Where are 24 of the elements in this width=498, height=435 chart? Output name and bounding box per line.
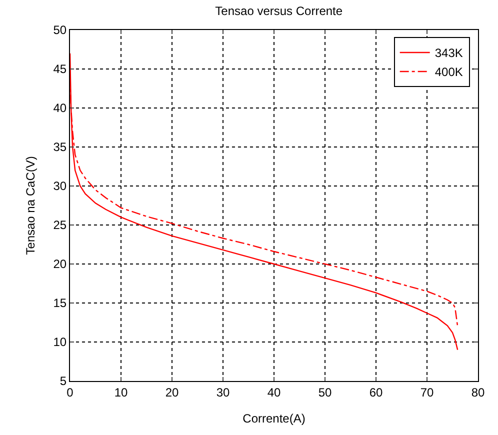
y-tick-label: 5 (60, 374, 67, 388)
y-tick-label: 10 (53, 335, 67, 350)
y-tick-label: 35 (53, 140, 67, 154)
y-tick-label: 30 (53, 179, 67, 194)
y-tick-label: 40 (53, 101, 67, 116)
y-axis-title: Tensao na CaC(V) (24, 156, 38, 255)
legend-label: 343K (434, 46, 463, 60)
x-tick-label: 20 (165, 385, 179, 400)
chart-title: Tensao versus Corrente (215, 4, 343, 18)
y-tick-label: 15 (53, 296, 67, 310)
x-tick-label: 60 (369, 385, 383, 400)
y-tick-label: 20 (53, 257, 67, 272)
legend-label: 400K (434, 65, 463, 80)
x-tick-label: 10 (114, 385, 128, 400)
x-tick-label: 70 (420, 385, 434, 400)
x-tick-label: 80 (471, 385, 485, 400)
x-tick-label: 0 (66, 385, 74, 400)
y-tick-label: 25 (53, 218, 67, 232)
y-tick-label: 50 (53, 23, 67, 38)
x-tick-label: 40 (267, 385, 281, 400)
y-tick-label: 45 (53, 62, 67, 76)
x-axis-title: Corrente(A) (242, 411, 306, 426)
x-tick-label: 50 (318, 385, 332, 400)
x-tick-label: 30 (216, 385, 230, 400)
